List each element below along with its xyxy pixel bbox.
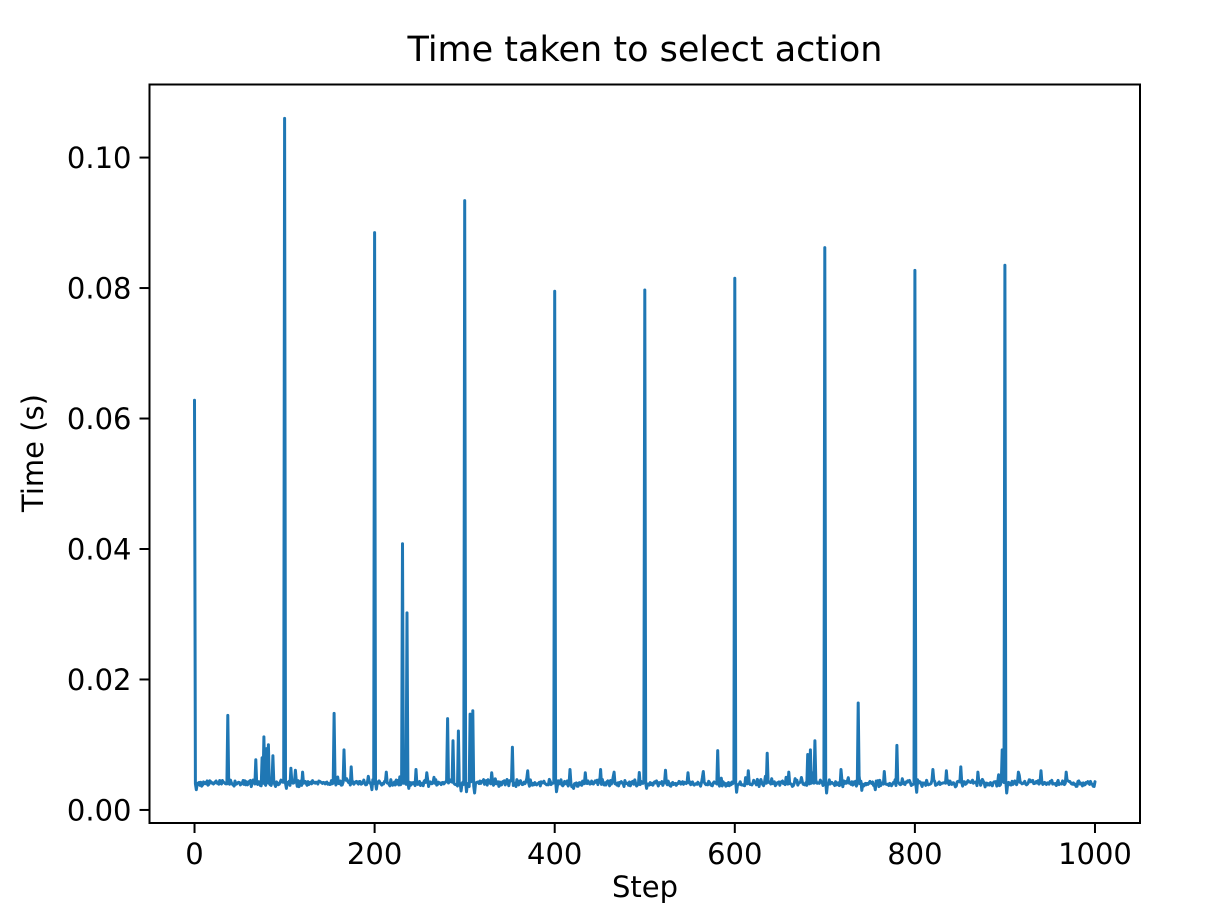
x-tick-label: 800 bbox=[887, 837, 942, 871]
chart-title: Time taken to select action bbox=[407, 30, 883, 70]
y-tick-label: 0.08 bbox=[67, 272, 132, 306]
y-tick-label: 0.04 bbox=[67, 532, 132, 566]
y-axis-label: Time (s) bbox=[16, 394, 50, 512]
x-tick-label: 400 bbox=[527, 837, 582, 871]
x-tick-label: 0 bbox=[185, 837, 203, 871]
y-tick-label: 0.10 bbox=[67, 141, 132, 175]
y-tick-label: 0.02 bbox=[67, 663, 132, 697]
x-tick-label: 600 bbox=[707, 837, 762, 871]
time-series-line bbox=[193, 116, 1097, 795]
y-tick-label: 0.06 bbox=[67, 402, 132, 436]
x-axis-label: Step bbox=[611, 870, 679, 904]
x-tick-label: 1000 bbox=[1058, 837, 1132, 871]
x-tick-label: 200 bbox=[347, 837, 402, 871]
plot-border bbox=[148, 83, 1141, 824]
y-tick-label: 0.00 bbox=[67, 793, 132, 827]
